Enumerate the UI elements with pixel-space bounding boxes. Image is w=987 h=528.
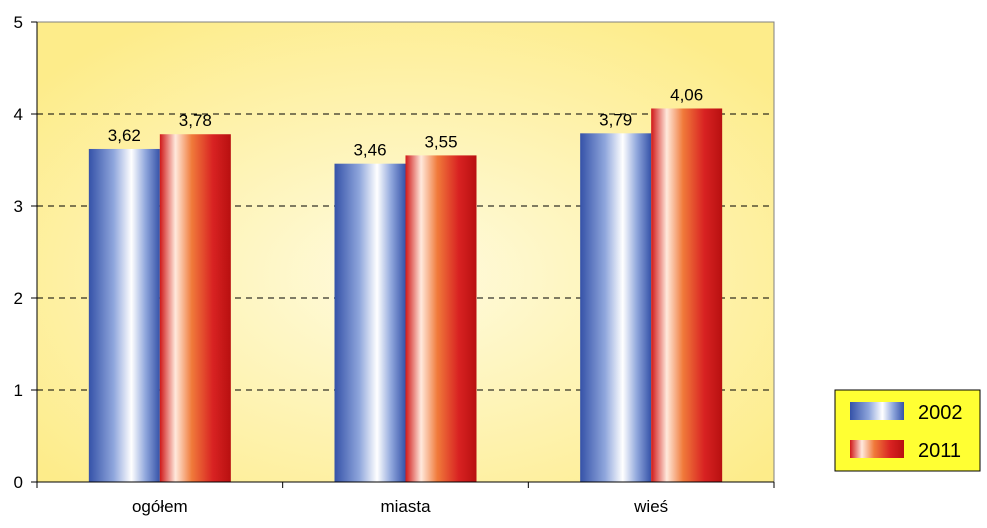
data-label: 3,55 [424,132,457,151]
bar-2011-2 [651,108,723,482]
data-label: 4,06 [670,85,703,104]
legend-label-2011: 2011 [918,440,961,462]
y-tick-label: 4 [14,105,23,124]
data-label: 3,78 [179,111,212,130]
data-labels: 3,62 3,78 3,46 3,55 3,79 4,06 [108,85,703,159]
bars [88,108,723,483]
legend-swatch-2002 [850,402,904,420]
bar-2002-1 [334,163,406,482]
bar-2002-0 [88,148,160,482]
data-label: 3,79 [599,110,632,129]
bar-2002-2 [580,133,652,482]
y-tick-label: 5 [14,13,23,32]
bar-2011-1 [405,155,477,482]
x-category-label: ogółem [132,497,188,516]
legend-swatch-2011 [850,440,904,458]
data-label: 3,62 [108,126,141,145]
x-category-label: miasta [380,497,431,516]
data-label: 3,46 [353,141,386,160]
x-axis: ogółem miasta wieś [36,481,775,516]
y-tick-label: 0 [14,473,23,492]
legend: 2002 2011 [834,389,981,472]
y-tick-label: 1 [14,381,23,400]
y-axis: 0 1 2 3 4 5 [14,13,38,492]
y-tick-label: 3 [14,197,23,216]
x-category-label: wieś [633,497,668,516]
y-tick-label: 2 [14,289,23,308]
bar-2011-0 [159,134,231,483]
legend-label-2002: 2002 [918,402,963,424]
